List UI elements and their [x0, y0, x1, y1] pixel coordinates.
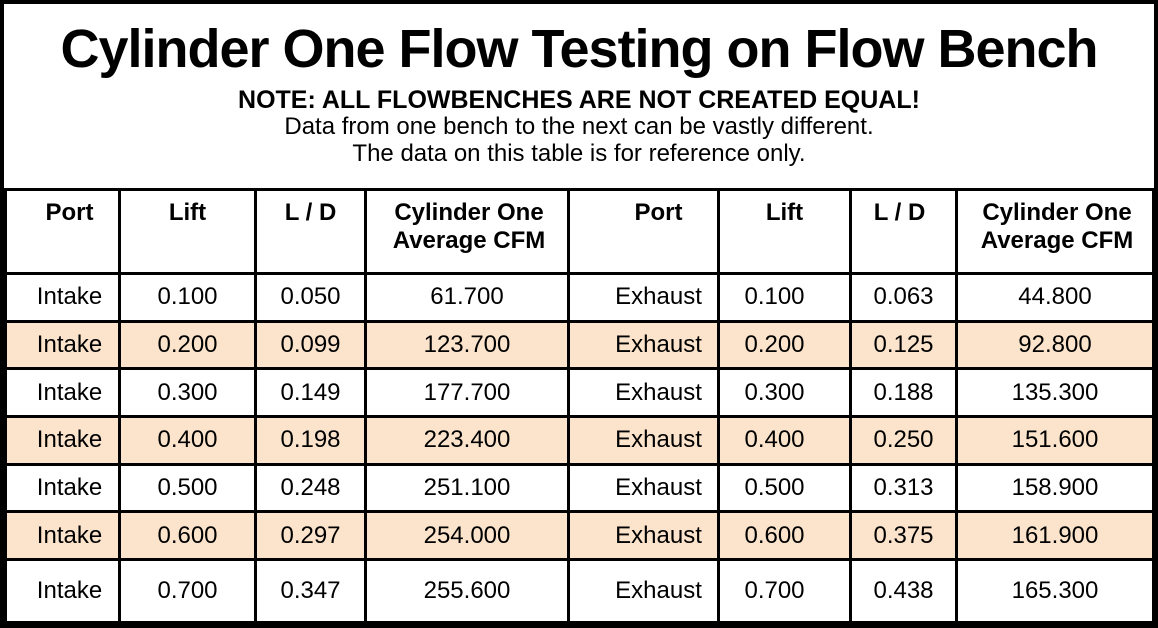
- table-cell: 0.198: [254, 415, 367, 466]
- table-cell: Intake: [4, 558, 121, 624]
- header-cell-port-exhaust: Port: [567, 188, 720, 275]
- table-cell: Exhaust: [567, 272, 720, 323]
- table-cell: 251.100: [364, 462, 570, 514]
- page-title: Cylinder One Flow Testing on Flow Bench: [60, 19, 1098, 79]
- table-cell: Exhaust: [567, 462, 720, 514]
- header-cell-cfm-intake: Cylinder One Average CFM: [364, 188, 570, 275]
- header-cell-port-intake: Port: [4, 188, 121, 275]
- table-row: Intake 0.300 0.149 177.700 Exhaust 0.300…: [4, 367, 1154, 419]
- table-row: Intake 0.200 0.099 123.700 Exhaust 0.200…: [4, 319, 1154, 371]
- table-cell: 0.400: [118, 415, 257, 466]
- note-heading: NOTE: ALL FLOWBENCHES ARE NOT CREATED EQ…: [238, 86, 920, 115]
- table-cell: 0.500: [717, 462, 852, 514]
- table-cell: 44.800: [955, 272, 1154, 323]
- table-cell: Intake: [4, 462, 121, 514]
- table-cell: Exhaust: [567, 319, 720, 371]
- header-cell-ld-exhaust: L / D: [849, 188, 958, 275]
- table-cell: 61.700: [364, 272, 570, 323]
- table-cell: 0.125: [849, 319, 958, 371]
- table-cell: 0.099: [254, 319, 367, 371]
- table-cell: 0.200: [118, 319, 257, 371]
- note-line-2: Data from one bench to the next can be v…: [284, 113, 874, 141]
- table-cell: Intake: [4, 319, 121, 371]
- table-cell: Exhaust: [567, 367, 720, 419]
- header-cell-cfm-exhaust: Cylinder One Average CFM: [955, 188, 1154, 275]
- table-cell: 0.375: [849, 510, 958, 562]
- flow-data-table: Port Lift L / D Cylinder One Average CFM…: [4, 188, 1154, 624]
- header-area: Cylinder One Flow Testing on Flow Bench …: [4, 4, 1154, 188]
- header-cell-lift-intake: Lift: [118, 188, 257, 275]
- table-cell: 0.300: [118, 367, 257, 419]
- table-cell: Exhaust: [567, 558, 720, 624]
- table-row: Intake 0.100 0.050 61.700 Exhaust 0.100 …: [4, 272, 1154, 323]
- table-cell: 0.347: [254, 558, 367, 624]
- table-cell: 0.188: [849, 367, 958, 419]
- table-cell: 0.149: [254, 367, 367, 419]
- table-cell: 0.313: [849, 462, 958, 514]
- table-cell: Exhaust: [567, 510, 720, 562]
- note-line-3: The data on this table is for reference …: [352, 140, 806, 168]
- table-cell: Intake: [4, 415, 121, 466]
- table-cell: 151.600: [955, 415, 1154, 466]
- table-cell: 135.300: [955, 367, 1154, 419]
- header-cell-lift-exhaust: Lift: [717, 188, 852, 275]
- table-cell: 0.250: [849, 415, 958, 466]
- table-cell: 0.400: [717, 415, 852, 466]
- table-cell: 0.700: [118, 558, 257, 624]
- table-cell: 0.297: [254, 510, 367, 562]
- table-cell: 0.200: [717, 319, 852, 371]
- table-row: Intake 0.500 0.248 251.100 Exhaust 0.500…: [4, 462, 1154, 514]
- table-row: Intake 0.400 0.198 223.400 Exhaust 0.400…: [4, 415, 1154, 466]
- table-cell: 161.900: [955, 510, 1154, 562]
- table-cell: 0.600: [717, 510, 852, 562]
- table-cell: 255.600: [364, 558, 570, 624]
- table-cell: 165.300: [955, 558, 1154, 624]
- table-cell: 0.050: [254, 272, 367, 323]
- table-cell: Intake: [4, 367, 121, 419]
- table-cell: Intake: [4, 510, 121, 562]
- table-cell: 158.900: [955, 462, 1154, 514]
- table-row: Intake 0.700 0.347 255.600 Exhaust 0.700…: [4, 558, 1154, 624]
- table-cell: 0.300: [717, 367, 852, 419]
- table-cell: 0.700: [717, 558, 852, 624]
- table-cell: 92.800: [955, 319, 1154, 371]
- table-cell: 177.700: [364, 367, 570, 419]
- table-row: Intake 0.600 0.297 254.000 Exhaust 0.600…: [4, 510, 1154, 562]
- table-cell: 123.700: [364, 319, 570, 371]
- table-cell: 0.063: [849, 272, 958, 323]
- table-cell: 254.000: [364, 510, 570, 562]
- table-cell: Intake: [4, 272, 121, 323]
- table-cell: 223.400: [364, 415, 570, 466]
- table-header-row: Port Lift L / D Cylinder One Average CFM…: [4, 188, 1154, 275]
- header-cell-ld-intake: L / D: [254, 188, 367, 275]
- table-cell: 0.248: [254, 462, 367, 514]
- table-cell: 0.600: [118, 510, 257, 562]
- table-cell: Exhaust: [567, 415, 720, 466]
- table-cell: 0.100: [118, 272, 257, 323]
- table-cell: 0.438: [849, 558, 958, 624]
- table-cell: 0.100: [717, 272, 852, 323]
- table-cell: 0.500: [118, 462, 257, 514]
